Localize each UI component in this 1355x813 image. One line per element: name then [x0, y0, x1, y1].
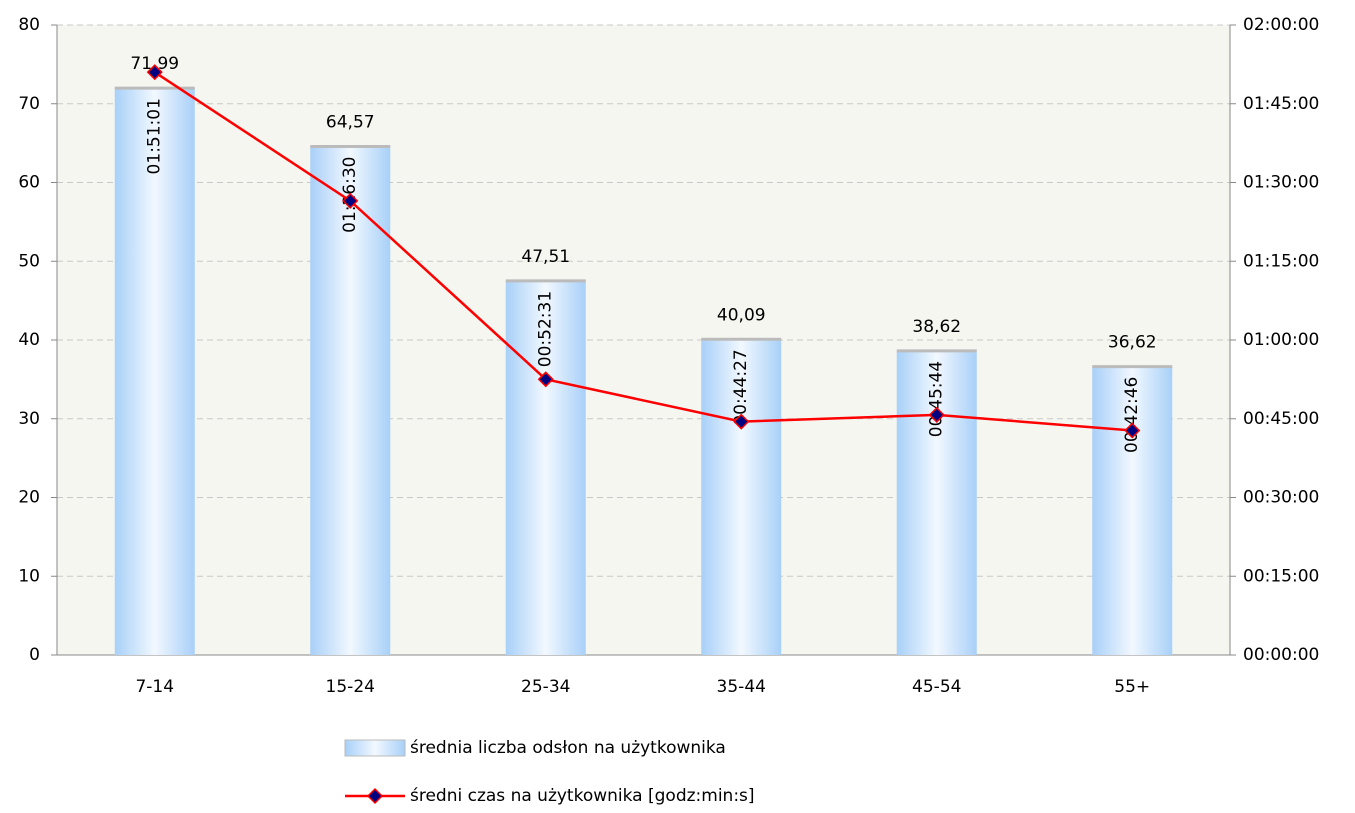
y2-tick-label: 00:30:00 [1243, 488, 1319, 508]
y2-tick-label: 01:30:00 [1243, 173, 1319, 193]
bar-value-label: 47,51 [521, 247, 570, 267]
x-tick-label: 7-14 [135, 677, 174, 697]
y-tick-label: 70 [18, 94, 40, 114]
line-marker [733, 413, 750, 430]
time-value-label: 00:44:27 [731, 349, 751, 425]
y-tick-label: 50 [18, 251, 40, 271]
line-marker [342, 192, 359, 209]
y-tick-label: 80 [18, 15, 40, 35]
bar [310, 146, 391, 656]
line-marker [537, 371, 554, 388]
x-tick-label: 45-54 [912, 677, 961, 697]
bar [114, 88, 195, 656]
bar [505, 280, 586, 655]
line-marker [146, 64, 163, 81]
line-marker [928, 406, 945, 423]
y-tick-label: 40 [18, 330, 40, 350]
bar-value-label: 38,62 [912, 317, 961, 337]
bar-value-label: 71,99 [130, 54, 179, 74]
bar-value-label: 36,62 [1108, 333, 1157, 353]
bar [896, 350, 977, 655]
time-value-label: 01:51:01 [145, 98, 165, 174]
y2-tick-label: 01:00:00 [1243, 330, 1319, 350]
x-tick-label: 55+ [1114, 677, 1150, 697]
bar-value-label: 64,57 [326, 113, 375, 133]
x-tick-label: 15-24 [326, 677, 375, 697]
legend-marker [366, 787, 384, 805]
y2-tick-label: 02:00:00 [1243, 15, 1319, 35]
y2-tick-label: 00:45:00 [1243, 409, 1319, 429]
x-tick-label: 25-34 [521, 677, 570, 697]
y-tick-label: 0 [29, 645, 40, 665]
x-tick-label: 35-44 [717, 677, 766, 697]
legend-swatch [344, 739, 406, 757]
time-value-label: 00:52:31 [536, 291, 556, 367]
legend-label: średnia liczba odsłon na użytkownika [410, 738, 726, 758]
y2-tick-label: 00:15:00 [1243, 566, 1319, 586]
bar [1092, 366, 1173, 655]
y2-tick-label: 01:15:00 [1243, 251, 1319, 271]
bar-value-label: 40,09 [717, 305, 766, 325]
legend-label: średni czas na użytkownika [godz:min:s] [410, 786, 755, 806]
y2-tick-label: 01:45:00 [1243, 94, 1319, 114]
y-tick-label: 60 [18, 173, 40, 193]
y-tick-label: 30 [18, 409, 40, 429]
time-value-label: 00:45:44 [927, 361, 947, 437]
line [154, 71, 1133, 432]
time-value-label: 00:42:46 [1122, 377, 1142, 453]
line-marker [1124, 422, 1141, 439]
y-tick-label: 10 [18, 566, 40, 586]
y2-tick-label: 00:00:00 [1243, 645, 1319, 665]
bar [701, 339, 782, 655]
y-tick-label: 20 [18, 488, 40, 508]
